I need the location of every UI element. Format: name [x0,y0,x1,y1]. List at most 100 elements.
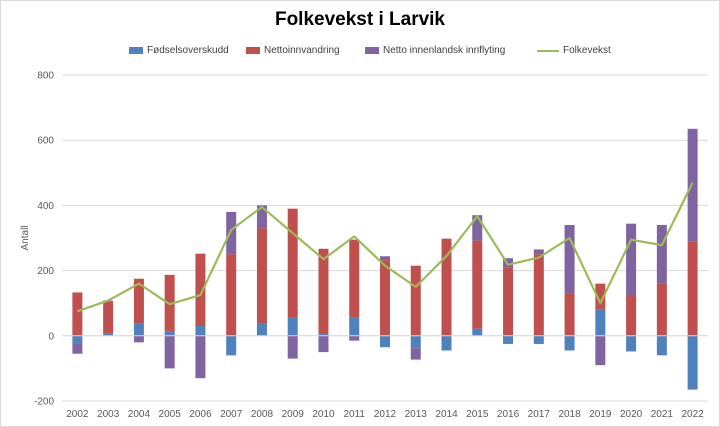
legend-swatch [537,49,559,52]
bar-fødselsoverskudd [226,335,237,356]
x-tick-label: 2007 [220,409,243,420]
bar-nettoinnvandring [626,296,637,336]
bar-fødselsoverskudd [287,317,298,336]
bar-nettoinnvandring [195,253,206,327]
bar-netto-innenlandsk-innflyting [287,335,298,359]
bar-fødselsoverskudd [687,335,698,390]
x-tick-label: 2010 [312,409,335,420]
bar-nettoinnvandring [349,239,360,318]
legend-label: Folkevekst [563,45,611,56]
y-tick-label: 800 [37,71,54,82]
bar-netto-innenlandsk-innflyting [380,256,390,261]
bar-netto-innenlandsk-innflyting [533,249,544,255]
bar-nettoinnvandring [656,283,667,336]
y-tick-label: 200 [37,266,54,277]
x-tick-label: 2020 [620,409,643,420]
bar-netto-innenlandsk-innflyting [410,348,421,360]
bar-netto-innenlandsk-innflyting [256,205,267,229]
bar-fødselsoverskudd [503,335,514,344]
bar-netto-innenlandsk-innflyting [226,211,237,255]
x-tick-label: 2016 [497,409,520,420]
bar-fødselsoverskudd [164,330,175,336]
bar-netto-innenlandsk-innflyting [564,224,575,294]
x-tick-label: 2019 [589,409,612,420]
x-tick-label: 2014 [435,409,458,420]
bar-nettoinnvandring [318,248,329,334]
x-tick-label: 2009 [282,409,305,420]
bar-netto-innenlandsk-innflyting [595,335,606,366]
bar-fødselsoverskudd [103,333,114,336]
bar-fødselsoverskudd [595,309,606,336]
bar-netto-innenlandsk-innflyting [133,335,144,343]
legend-item: Folkevekst [537,45,611,56]
bar-netto-innenlandsk-innflyting [195,335,206,379]
y-tick-label: 600 [37,136,54,147]
x-tick-label: 2015 [466,409,489,420]
legend-swatch [129,47,143,54]
chart-title: Folkevekst i Larvik [274,9,446,30]
bar-nettoinnvandring [472,240,483,329]
bar-fødselsoverskudd [410,335,421,349]
y-tick-label: 400 [37,201,54,212]
bar-nettoinnvandring [287,208,298,318]
bar-fødselsoverskudd [318,333,329,336]
bar-netto-innenlandsk-innflyting [349,335,360,341]
bar-nettoinnvandring [103,301,114,334]
bar-nettoinnvandring [687,241,698,336]
bar-fødselsoverskudd [626,335,637,352]
bar-fødselsoverskudd [195,326,206,336]
bar-nettoinnvandring [380,260,390,336]
x-tick-label: 2012 [374,409,397,420]
legend-label: Fødselsoverskudd [147,45,229,56]
bar-fødselsoverskudd [133,323,144,336]
x-tick-label: 2022 [681,409,704,420]
bar-nettoinnvandring [410,265,421,336]
bar-nettoinnvandring [72,292,83,336]
legend-swatch [365,47,379,54]
bar-fødselsoverskudd [533,335,544,344]
y-tick-label: 0 [48,331,54,342]
bar-nettoinnvandring [503,267,514,336]
bar-nettoinnvandring [441,238,452,336]
bar-fødselsoverskudd [349,317,360,336]
bar-fødselsoverskudd [256,323,267,336]
bar-netto-innenlandsk-innflyting [656,224,667,284]
x-tick-label: 2002 [66,409,89,420]
x-tick-label: 2005 [159,409,182,420]
bar-nettoinnvandring [595,283,606,310]
x-tick-label: 2021 [651,409,674,420]
chart-legend: Fødselsoverskudd Nettoinnvandring Netto in… [1,45,719,61]
x-tick-label: 2011 [343,409,365,420]
x-tick-label: 2003 [97,409,120,420]
bar-fødselsoverskudd [564,335,575,351]
y-tick-label: -200 [34,397,54,408]
bar-fødselsoverskudd [656,335,667,356]
bar-netto-innenlandsk-innflyting [72,343,83,354]
bar-fødselsoverskudd [441,335,452,351]
legend-item: Fødselsoverskudd [129,45,229,56]
bar-fødselsoverskudd [72,335,83,344]
legend-item: Netto innenlandsk innflyting [365,45,505,56]
bar-fødselsoverskudd [380,335,390,348]
bar-nettoinnvandring [564,293,575,336]
legend-label: Netto innenlandsk innflyting [383,45,506,56]
legend-item: Nettoinnvandring [246,45,340,56]
x-tick-label: 2008 [251,409,274,420]
bar-nettoinnvandring [256,228,267,324]
bar-nettoinnvandring [533,254,544,336]
bar-nettoinnvandring [133,278,144,324]
bar-fødselsoverskudd [472,328,483,336]
x-tick-label: 2018 [558,409,581,420]
line-folkevekst [77,182,694,313]
bar-netto-innenlandsk-innflyting [472,215,483,241]
legend-label: Nettoinnvandring [264,45,340,56]
bar-netto-innenlandsk-innflyting [626,223,637,297]
bar-netto-innenlandsk-innflyting [318,335,329,353]
x-tick-label: 2004 [128,409,151,420]
x-tick-label: 2017 [528,409,551,420]
bar-netto-innenlandsk-innflyting [164,335,175,369]
x-tick-label: 2006 [189,409,212,420]
y-axis-label: Antall [20,225,31,250]
